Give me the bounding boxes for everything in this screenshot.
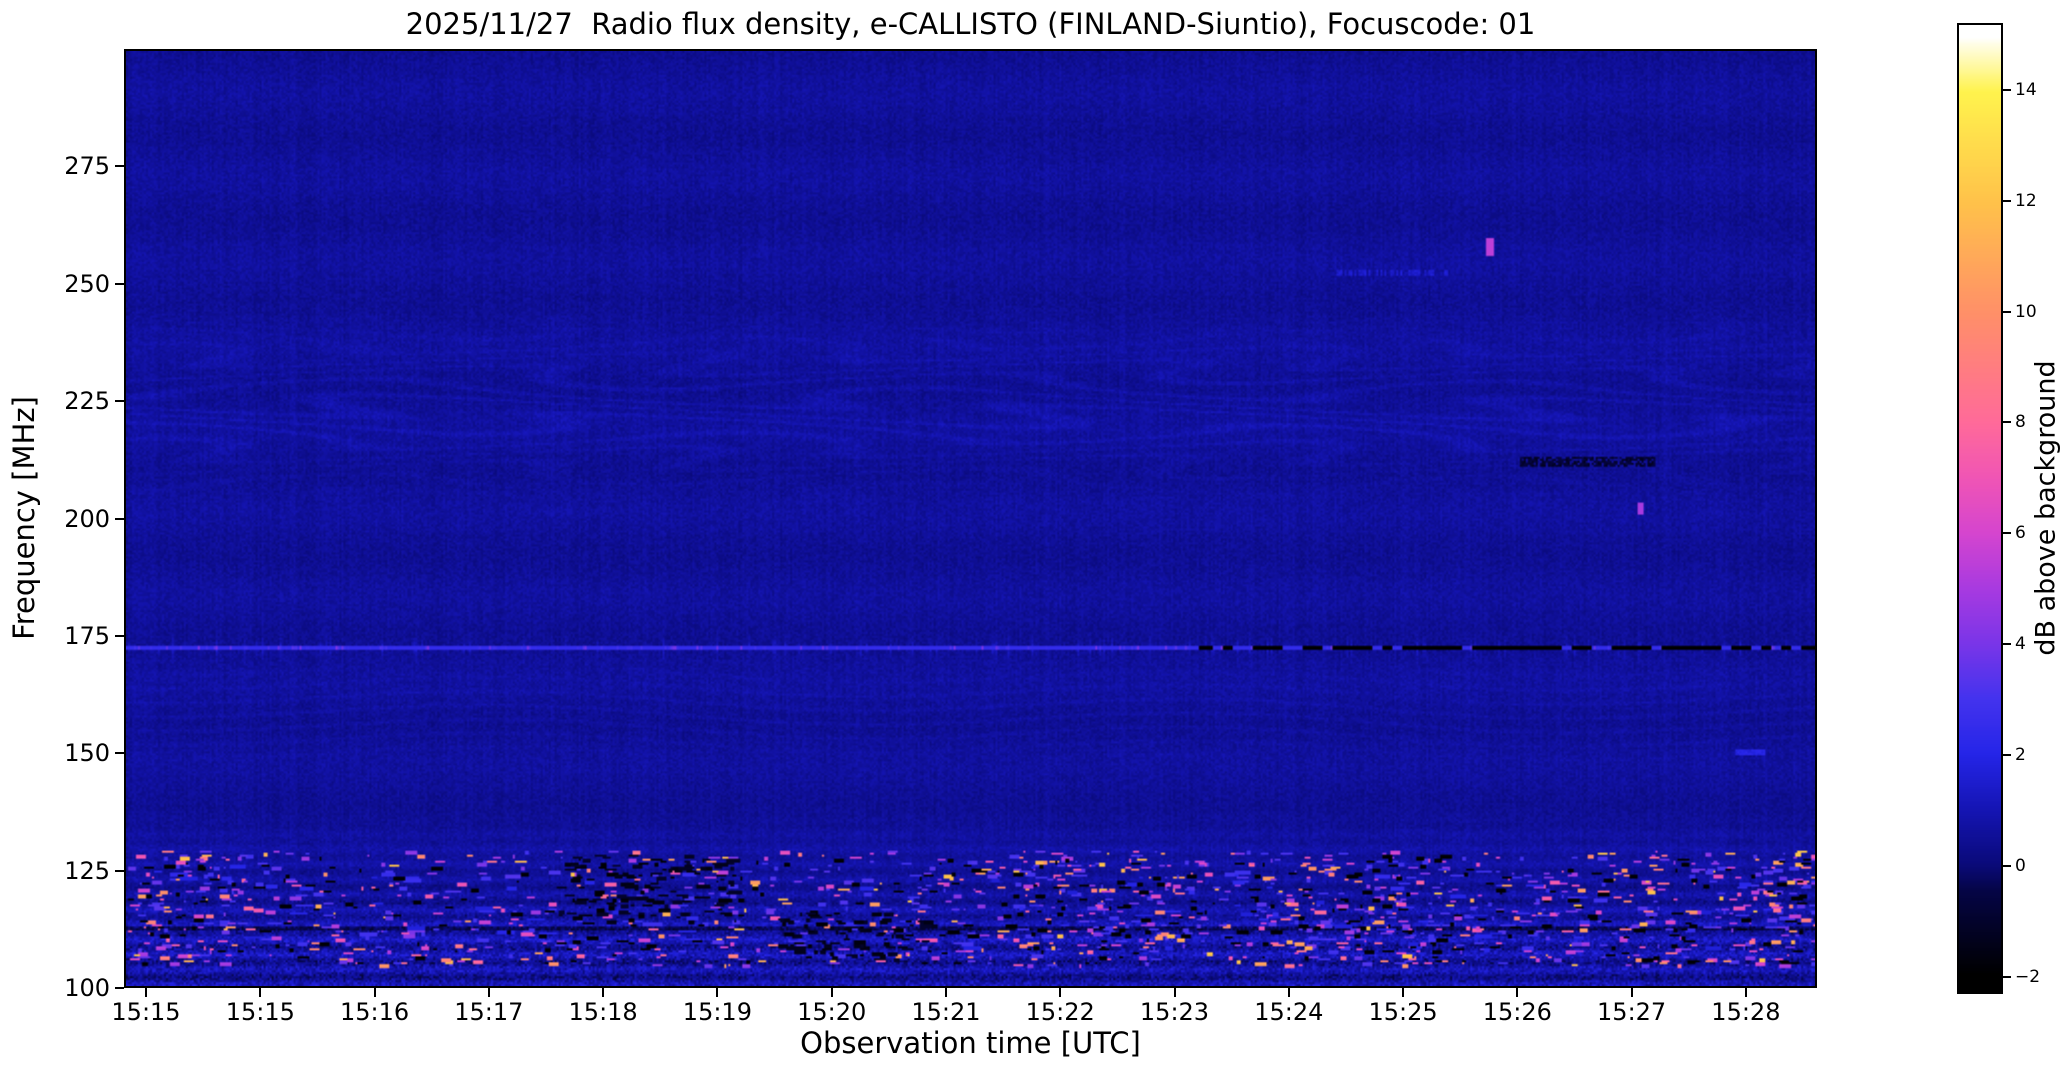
y-tick-mark <box>115 634 124 637</box>
x-tick-mark <box>1402 988 1405 997</box>
x-tick-label: 15:23 <box>1139 998 1210 1026</box>
x-tick-label: 15:22 <box>1025 998 1095 1026</box>
plot-area <box>124 49 1817 988</box>
colorbar-tick-label: 8 <box>2015 412 2026 433</box>
spectrogram-canvas <box>126 51 1815 986</box>
colorbar-tick-label: 0 <box>2015 856 2026 877</box>
y-tick-label: 275 <box>64 152 110 181</box>
colorbar-tick-mark <box>2003 976 2011 979</box>
x-axis-label: Observation time [UTC] <box>800 1026 1141 1060</box>
x-tick-label: 15:27 <box>1597 998 1667 1026</box>
y-tick-label: 100 <box>64 974 110 1002</box>
colorbar-tick-mark <box>2003 88 2011 91</box>
colorbar <box>1957 23 2003 994</box>
colorbar-tick-label: 6 <box>2015 523 2026 544</box>
x-tick-mark <box>602 988 605 997</box>
x-tick-label: 15:24 <box>1254 998 1324 1026</box>
x-tick-label: 15:28 <box>1711 998 1781 1026</box>
colorbar-tick-label: 10 <box>2015 301 2037 322</box>
x-tick-mark <box>1287 988 1290 997</box>
x-tick-mark <box>1059 988 1062 997</box>
x-tick-label: 15:19 <box>682 998 752 1026</box>
colorbar-tick-label: 2 <box>2015 745 2026 766</box>
colorbar-tick-mark <box>2003 865 2011 868</box>
y-tick-mark <box>115 752 124 755</box>
colorbar-tick-mark <box>2003 754 2011 757</box>
x-tick-mark <box>1173 988 1176 997</box>
x-tick-label: 15:15 <box>225 998 295 1026</box>
colorbar-tick-mark <box>2003 199 2011 202</box>
colorbar-tick-mark <box>2003 421 2011 424</box>
colorbar-tick-label: 4 <box>2015 634 2026 655</box>
x-tick-label: 15:25 <box>1368 998 1438 1026</box>
y-tick-label: 175 <box>64 621 110 650</box>
colorbar-tick-label: −2 <box>2015 967 2041 988</box>
colorbar-tick-mark <box>2003 532 2011 535</box>
x-tick-mark <box>1744 988 1747 997</box>
x-tick-label: 15:26 <box>1482 998 1552 1026</box>
y-tick-label: 125 <box>64 856 110 885</box>
x-tick-mark <box>1630 988 1633 997</box>
y-tick-label: 150 <box>64 739 110 768</box>
x-tick-label: 15:17 <box>454 998 524 1026</box>
colorbar-tick-label: 12 <box>2015 190 2037 211</box>
y-tick-label: 250 <box>64 269 110 298</box>
y-tick-mark <box>115 400 124 403</box>
x-tick-label: 15:21 <box>911 998 981 1026</box>
x-tick-mark <box>1516 988 1519 997</box>
colorbar-gradient <box>1959 25 2001 992</box>
x-tick-label: 15:15 <box>111 998 181 1026</box>
x-tick-mark <box>487 988 490 997</box>
x-tick-mark <box>145 988 147 997</box>
x-tick-label: 15:20 <box>797 998 867 1026</box>
y-tick-label: 200 <box>64 504 110 533</box>
x-tick-label: 15:16 <box>339 998 410 1026</box>
x-tick-mark <box>944 988 947 997</box>
y-tick-mark <box>115 987 124 989</box>
x-tick-mark <box>830 988 833 997</box>
colorbar-label: dB above background <box>2030 360 2062 656</box>
y-tick-mark <box>115 869 124 872</box>
y-tick-mark <box>115 282 124 285</box>
colorbar-tick-mark <box>2003 310 2011 313</box>
x-tick-mark <box>259 988 262 997</box>
chart-title: 2025/11/27 Radio flux density, e-CALLIST… <box>405 7 1536 41</box>
x-tick-mark <box>373 988 376 997</box>
colorbar-tick-mark <box>2003 643 2011 646</box>
y-tick-mark <box>115 517 124 520</box>
y-tick-label: 225 <box>64 387 110 416</box>
x-tick-label: 15:18 <box>568 998 638 1026</box>
y-tick-mark <box>115 165 124 168</box>
colorbar-tick-label: 14 <box>2015 79 2037 100</box>
x-tick-mark <box>716 988 719 997</box>
